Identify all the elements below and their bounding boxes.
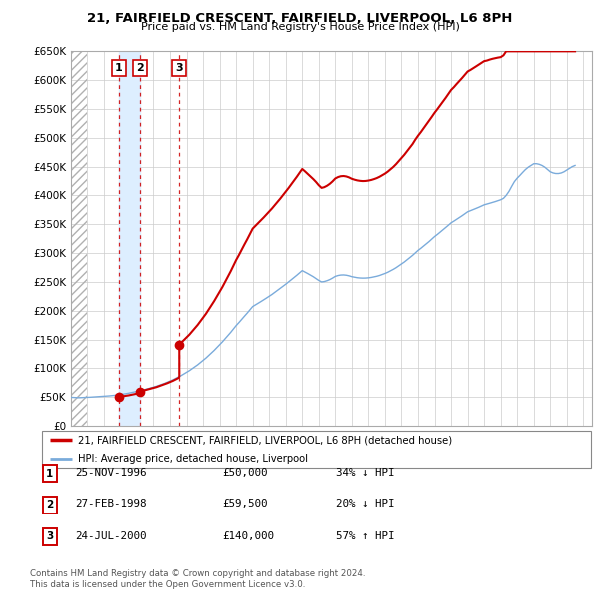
- Text: 27-FEB-1998: 27-FEB-1998: [75, 500, 146, 509]
- Text: 2: 2: [46, 500, 53, 510]
- Text: 57% ↑ HPI: 57% ↑ HPI: [336, 531, 395, 540]
- Bar: [71, 51, 88, 426]
- Text: 3: 3: [46, 532, 53, 541]
- Text: £50,000: £50,000: [222, 468, 268, 478]
- Text: 3: 3: [175, 63, 183, 73]
- Text: 25-NOV-1996: 25-NOV-1996: [75, 468, 146, 478]
- Text: £140,000: £140,000: [222, 531, 274, 540]
- Bar: [119, 51, 140, 426]
- Text: Price paid vs. HM Land Registry's House Price Index (HPI): Price paid vs. HM Land Registry's House …: [140, 22, 460, 32]
- Text: £59,500: £59,500: [222, 500, 268, 509]
- Text: 1: 1: [46, 469, 53, 478]
- Text: 20% ↓ HPI: 20% ↓ HPI: [336, 500, 395, 509]
- Text: 34% ↓ HPI: 34% ↓ HPI: [336, 468, 395, 478]
- Text: Contains HM Land Registry data © Crown copyright and database right 2024.
This d: Contains HM Land Registry data © Crown c…: [30, 569, 365, 589]
- Text: 21, FAIRFIELD CRESCENT, FAIRFIELD, LIVERPOOL, L6 8PH: 21, FAIRFIELD CRESCENT, FAIRFIELD, LIVER…: [88, 12, 512, 25]
- Text: HPI: Average price, detached house, Liverpool: HPI: Average price, detached house, Live…: [77, 454, 308, 464]
- Text: 24-JUL-2000: 24-JUL-2000: [75, 531, 146, 540]
- Text: 1: 1: [115, 63, 122, 73]
- Text: 21, FAIRFIELD CRESCENT, FAIRFIELD, LIVERPOOL, L6 8PH (detached house): 21, FAIRFIELD CRESCENT, FAIRFIELD, LIVER…: [77, 435, 452, 445]
- Text: 2: 2: [136, 63, 143, 73]
